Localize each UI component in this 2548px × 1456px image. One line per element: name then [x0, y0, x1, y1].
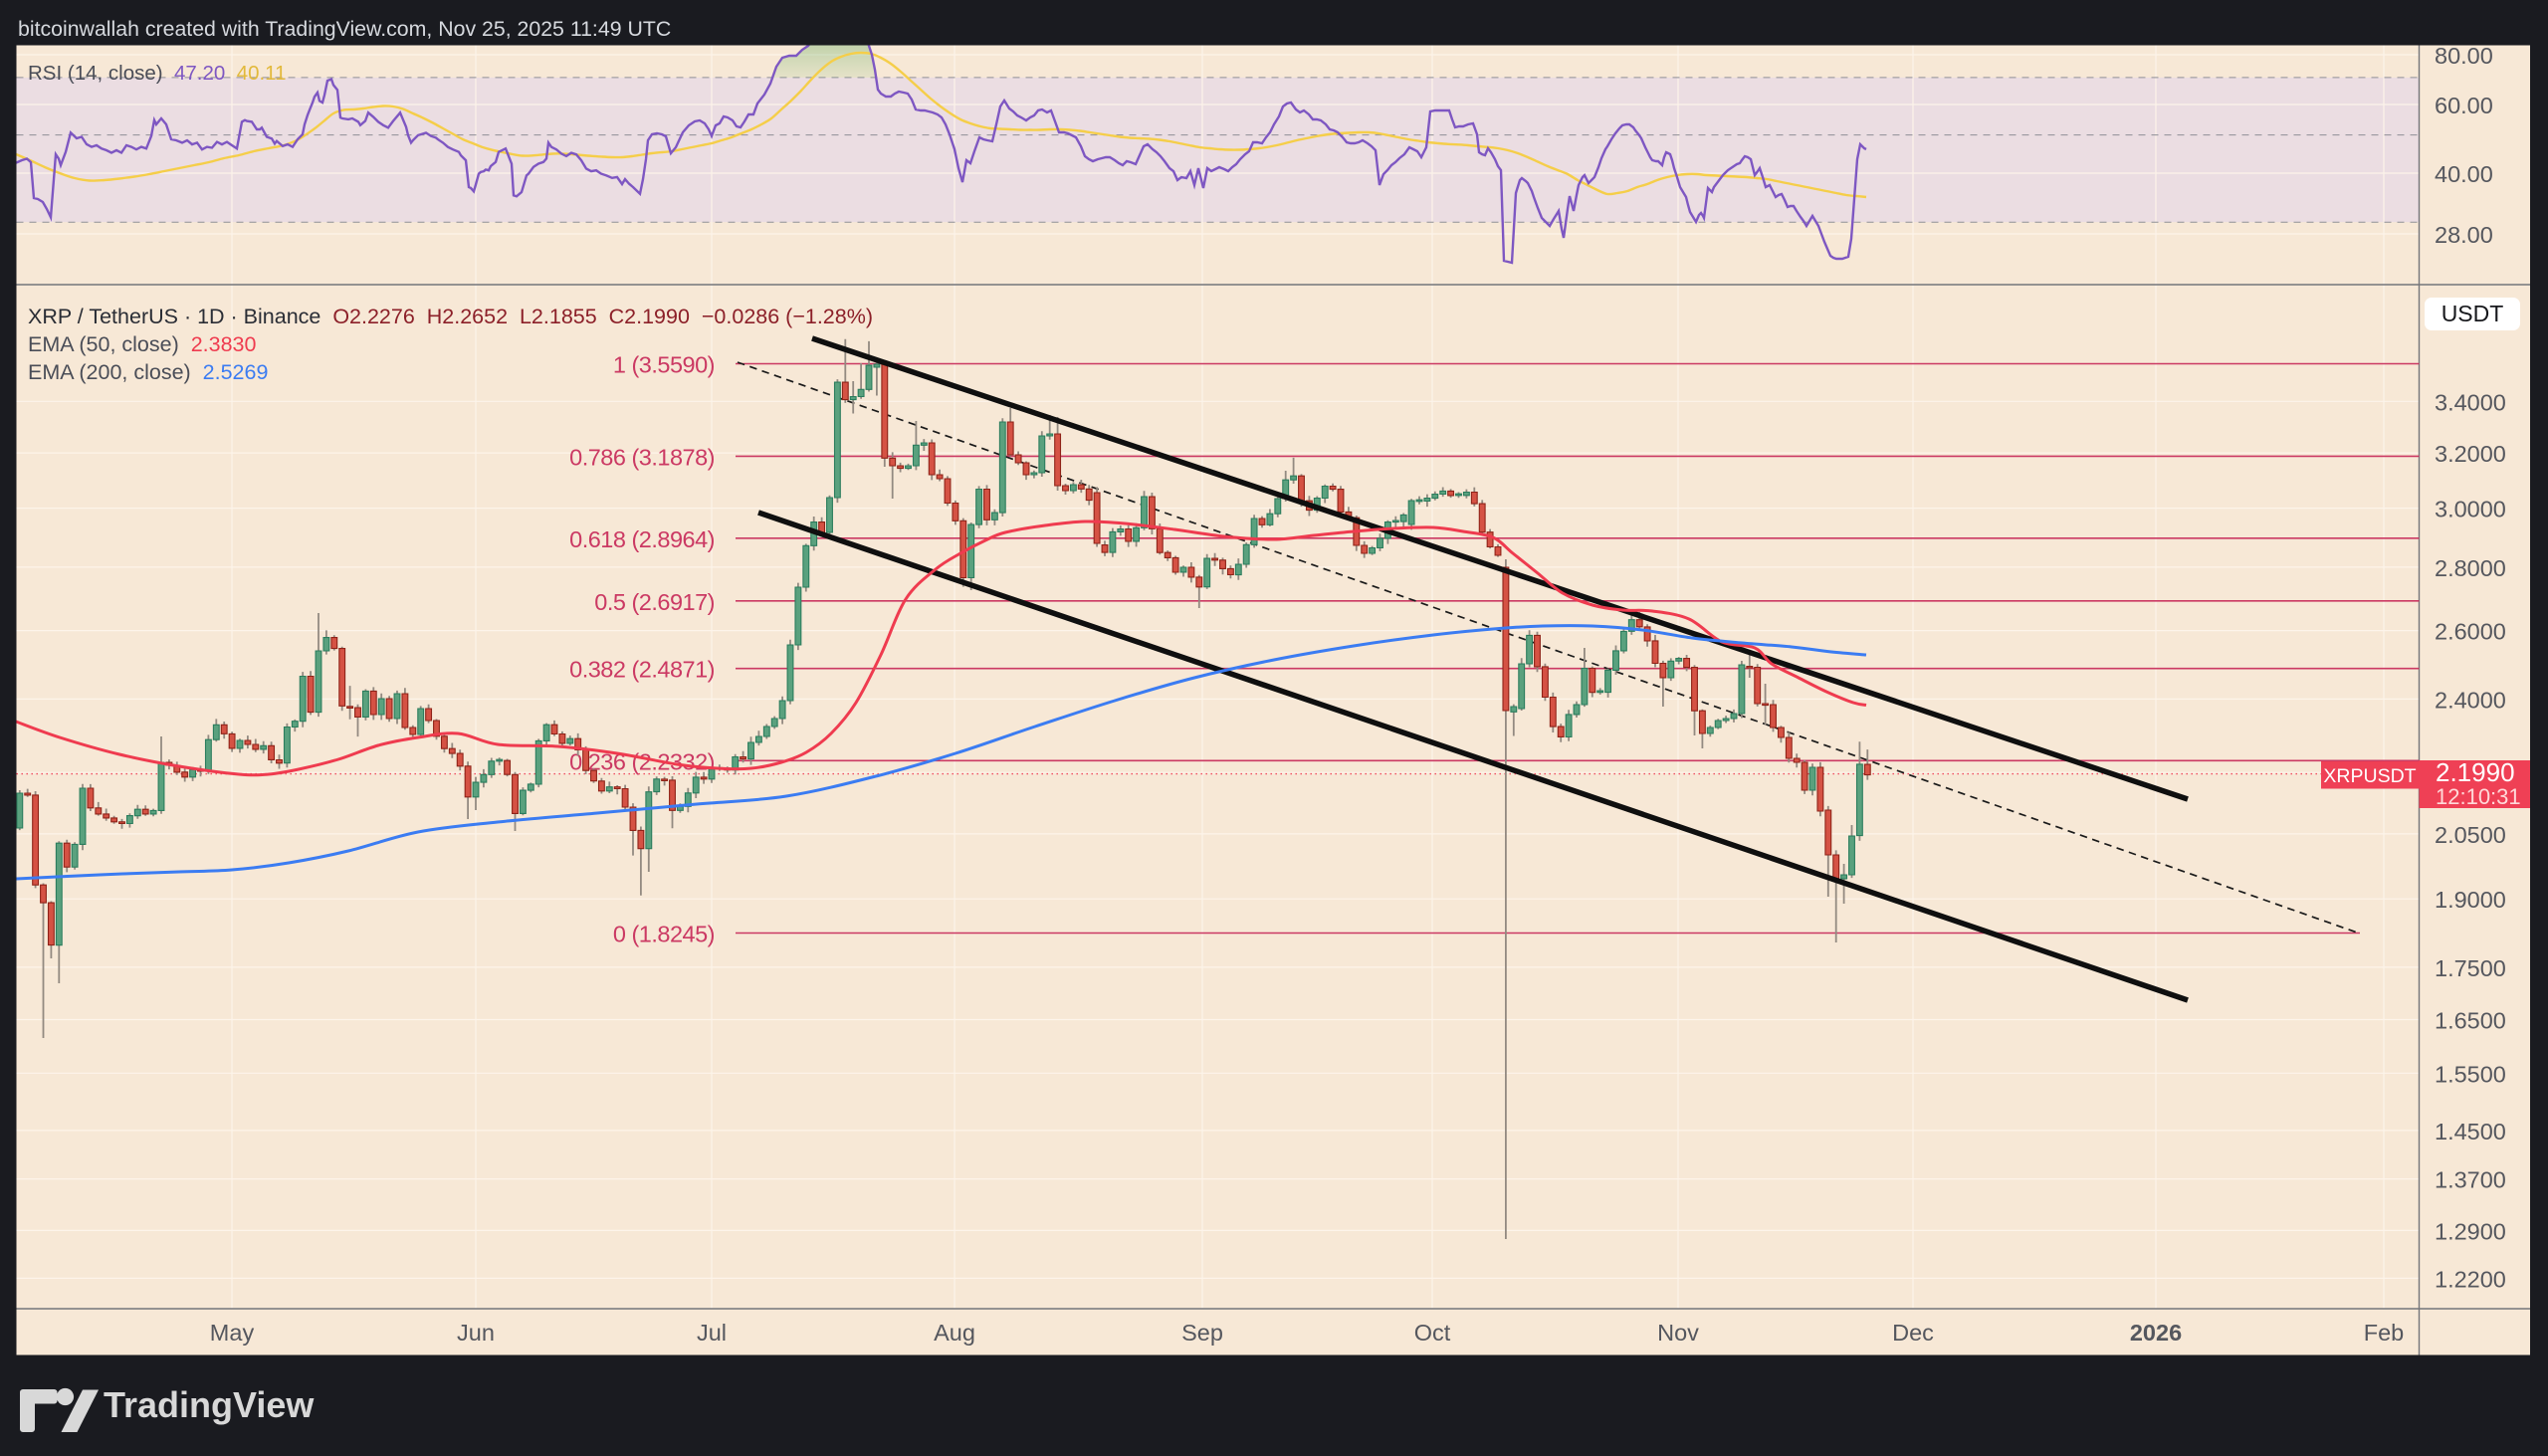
svg-text:1.5500: 1.5500 [2435, 1061, 2506, 1087]
svg-text:12:10:31: 12:10:31 [2436, 784, 2521, 809]
svg-text:0.618 (2.8964): 0.618 (2.8964) [569, 526, 715, 552]
svg-text:3.0000: 3.0000 [2435, 497, 2506, 522]
svg-text:28.00: 28.00 [2435, 222, 2493, 248]
svg-text:1.7500: 1.7500 [2435, 955, 2506, 981]
svg-text:TradingView: TradingView [104, 1384, 315, 1425]
svg-text:1.9000: 1.9000 [2435, 887, 2506, 913]
svg-text:60.00: 60.00 [2435, 93, 2493, 118]
svg-text:EMA (50, close) 2.3830: EMA (50, close) 2.3830 [28, 332, 257, 356]
svg-text:XRP / TetherUS · 1D · Binance: XRP / TetherUS · 1D · Binance O2.2276 H2… [28, 305, 873, 328]
svg-text:1.2900: 1.2900 [2435, 1218, 2506, 1244]
svg-text:USDT: USDT [2442, 301, 2504, 326]
svg-text:80.00: 80.00 [2435, 43, 2493, 69]
svg-text:Sep: Sep [1181, 1320, 1223, 1346]
svg-text:EMA (200, close) 2.5269: EMA (200, close) 2.5269 [28, 360, 268, 384]
svg-text:3.2000: 3.2000 [2435, 441, 2506, 467]
svg-text:2.1990: 2.1990 [2436, 757, 2515, 787]
svg-text:2.8000: 2.8000 [2435, 555, 2506, 581]
svg-text:Nov: Nov [1657, 1320, 1699, 1346]
svg-text:0.5 (2.6917): 0.5 (2.6917) [594, 589, 715, 615]
svg-text:1 (3.5590): 1 (3.5590) [613, 352, 715, 378]
svg-text:40.00: 40.00 [2435, 161, 2493, 187]
svg-text:Jun: Jun [457, 1320, 495, 1346]
svg-text:1.4500: 1.4500 [2435, 1119, 2506, 1144]
svg-text:Aug: Aug [934, 1320, 975, 1346]
svg-text:Feb: Feb [2364, 1320, 2405, 1346]
svg-text:2026: 2026 [2130, 1320, 2182, 1346]
svg-text:0.382 (2.4871): 0.382 (2.4871) [569, 657, 715, 683]
svg-text:0 (1.8245): 0 (1.8245) [613, 922, 715, 947]
svg-text:Dec: Dec [1892, 1320, 1934, 1346]
svg-text:2.0500: 2.0500 [2435, 822, 2506, 848]
svg-text:Jul: Jul [697, 1320, 727, 1346]
svg-text:2.6000: 2.6000 [2435, 619, 2506, 645]
svg-text:1.2200: 1.2200 [2435, 1266, 2506, 1292]
svg-text:May: May [210, 1320, 255, 1346]
svg-text:1.6500: 1.6500 [2435, 1008, 2506, 1034]
svg-text:2.4000: 2.4000 [2435, 687, 2506, 713]
svg-text:bitcoinwallah created with Tra: bitcoinwallah created with TradingView.c… [18, 17, 671, 41]
svg-text:Oct: Oct [1414, 1320, 1451, 1346]
svg-text:1.3700: 1.3700 [2435, 1167, 2506, 1193]
svg-text:RSI (14, close) 47.20 40.11: RSI (14, close) 47.20 40.11 [28, 62, 286, 85]
svg-text:3.4000: 3.4000 [2435, 389, 2506, 415]
svg-text:XRPUSDT: XRPUSDT [2323, 765, 2416, 787]
svg-text:0.786 (3.1878): 0.786 (3.1878) [569, 444, 715, 470]
